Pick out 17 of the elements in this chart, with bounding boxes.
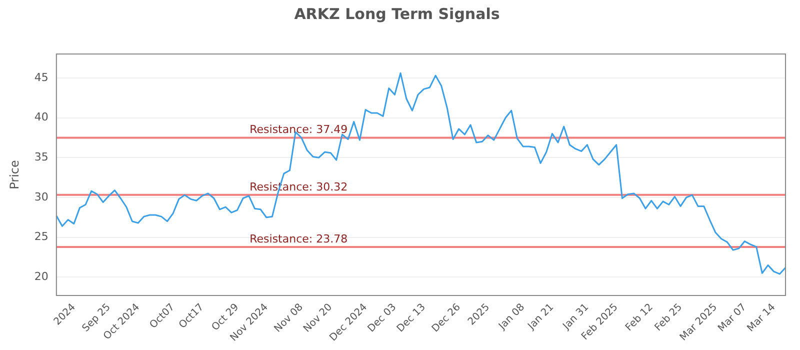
y-tick-label: 20: [34, 270, 48, 283]
x-tick-label: Dec 26: [430, 302, 463, 335]
y-tick-label: 30: [34, 190, 48, 204]
y-axis-title: Price: [7, 160, 22, 190]
y-tick-label: 25: [34, 230, 48, 244]
y-tick-label: 40: [34, 110, 48, 124]
x-tick-label: Mar 14: [745, 302, 778, 334]
ref-line-label: Resistance: 23.78: [250, 232, 348, 246]
chart-title: ARKZ Long Term Signals: [294, 4, 500, 23]
x-tick-label: Jan 21: [526, 302, 556, 333]
x-tick-label: Dec 13: [395, 302, 428, 335]
y-tick-label: 35: [34, 150, 48, 164]
ref-line-label: Resistance: 37.49: [250, 123, 348, 136]
y-tick-label: 45: [34, 70, 48, 84]
x-tick-label: Feb 12: [624, 302, 656, 334]
x-tick-label: Feb 25: [652, 302, 684, 334]
x-tick-label: Jan 08: [496, 302, 527, 333]
